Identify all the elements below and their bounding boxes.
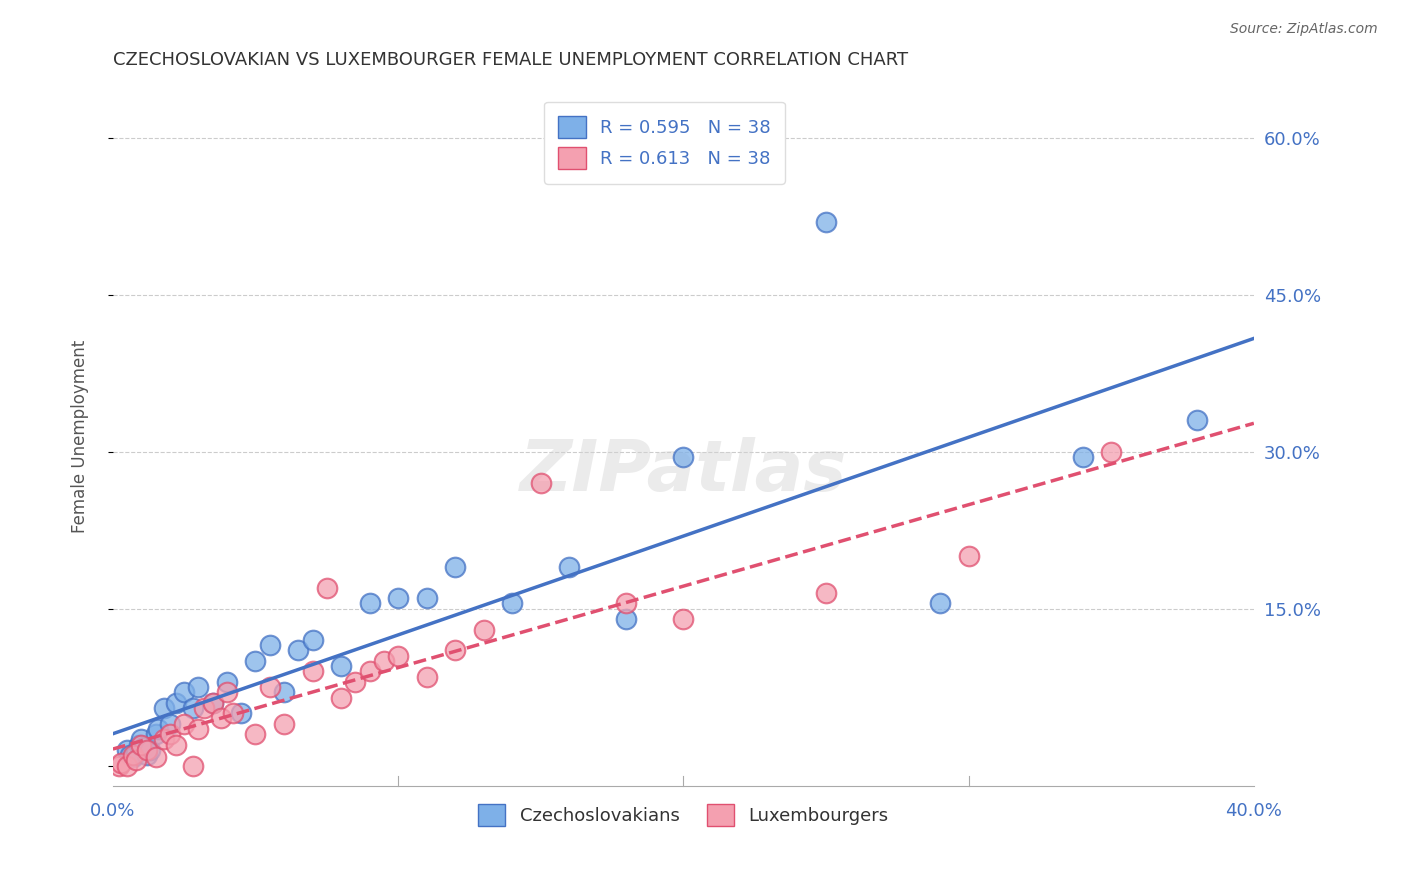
Point	[287, 643, 309, 657]
Point	[153, 701, 176, 715]
Text: 0.0%: 0.0%	[90, 802, 135, 820]
Point	[221, 706, 243, 721]
Point	[187, 722, 209, 736]
Point	[315, 581, 337, 595]
Y-axis label: Female Unemployment: Female Unemployment	[72, 339, 89, 533]
Point	[1099, 444, 1122, 458]
Point	[814, 214, 837, 228]
Point	[165, 738, 187, 752]
Point	[558, 559, 581, 574]
Point	[118, 748, 141, 763]
Point	[131, 738, 153, 752]
Point	[359, 596, 381, 610]
Point	[134, 739, 156, 754]
Point	[107, 758, 129, 772]
Point	[245, 727, 267, 741]
Point	[387, 591, 409, 606]
Text: Source: ZipAtlas.com: Source: ZipAtlas.com	[1230, 22, 1378, 37]
Point	[301, 665, 323, 679]
Point	[273, 716, 295, 731]
Point	[814, 586, 837, 600]
Point	[181, 701, 204, 715]
Point	[159, 716, 181, 731]
Point	[672, 450, 695, 464]
Point	[153, 732, 176, 747]
Text: ZIPatlas: ZIPatlas	[520, 436, 846, 506]
Point	[273, 685, 295, 699]
Point	[115, 743, 138, 757]
Point	[614, 612, 637, 626]
Point	[187, 680, 209, 694]
Point	[145, 727, 167, 741]
Point	[330, 659, 353, 673]
Text: 40.0%: 40.0%	[1226, 802, 1282, 820]
Point	[501, 596, 523, 610]
Point	[121, 748, 143, 763]
Point	[957, 549, 980, 564]
Point	[136, 748, 159, 763]
Point	[209, 711, 232, 725]
Point	[121, 750, 143, 764]
Point	[201, 696, 224, 710]
Point	[124, 746, 146, 760]
Point	[136, 743, 159, 757]
Point	[373, 654, 395, 668]
Point	[165, 696, 187, 710]
Point	[139, 743, 162, 757]
Point	[115, 758, 138, 772]
Point	[530, 476, 553, 491]
Point	[124, 753, 146, 767]
Point	[387, 648, 409, 663]
Point	[444, 643, 467, 657]
Point	[159, 727, 181, 741]
Point	[344, 674, 367, 689]
Point	[1185, 413, 1208, 427]
Point	[672, 612, 695, 626]
Legend: Czechoslovakians, Luxembourgers: Czechoslovakians, Luxembourgers	[471, 797, 896, 833]
Point	[1071, 450, 1094, 464]
Point	[110, 756, 132, 771]
Point	[193, 701, 215, 715]
Point	[301, 632, 323, 647]
Point	[929, 596, 952, 610]
Text: CZECHOSLOVAKIAN VS LUXEMBOURGER FEMALE UNEMPLOYMENT CORRELATION CHART: CZECHOSLOVAKIAN VS LUXEMBOURGER FEMALE U…	[112, 51, 908, 69]
Point	[201, 696, 224, 710]
Point	[173, 716, 195, 731]
Point	[231, 706, 253, 721]
Point	[415, 591, 437, 606]
Point	[128, 738, 150, 752]
Point	[145, 750, 167, 764]
Point	[359, 665, 381, 679]
Point	[259, 638, 281, 652]
Point	[415, 670, 437, 684]
Point	[259, 680, 281, 694]
Point	[173, 685, 195, 699]
Point	[181, 758, 204, 772]
Point	[215, 685, 238, 699]
Point	[444, 559, 467, 574]
Point	[148, 722, 170, 736]
Point	[131, 732, 153, 747]
Point	[614, 596, 637, 610]
Point	[472, 623, 495, 637]
Point	[245, 654, 267, 668]
Point	[215, 674, 238, 689]
Point	[330, 690, 353, 705]
